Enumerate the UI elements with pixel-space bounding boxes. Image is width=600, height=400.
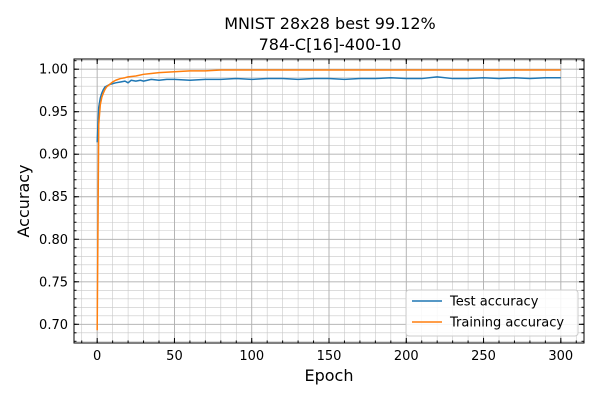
training-accuracy-line [96, 69, 561, 331]
major-grid [74, 59, 584, 343]
x-tick-label: 300 [548, 349, 573, 364]
x-tick-label: 200 [394, 349, 419, 364]
y-tick-label: 1.00 [39, 63, 68, 78]
legend-box [405, 289, 579, 337]
y-tick-label: 0.90 [39, 148, 68, 163]
chart-title: MNIST 28x28 best 99.12% [224, 14, 435, 33]
x-tick-label: 250 [471, 349, 496, 364]
y-tick-label: 0.85 [39, 190, 68, 205]
x-tick-label: 0 [93, 349, 101, 364]
y-axis-label: Accuracy [14, 164, 33, 237]
x-tick-label: 150 [317, 349, 342, 364]
y-tick-label: 0.70 [39, 318, 68, 333]
series-layer [96, 69, 561, 331]
tick-labels: 0 50 100 150 200 250 300 0.70 0.75 0.80 0.85 0.90 0.… [39, 63, 573, 364]
chart-subtitle: 784-C[16]-400-10 [259, 35, 402, 54]
x-tick-label: 100 [239, 349, 264, 364]
y-tick-label: 0.80 [39, 233, 68, 248]
plot-frame [73, 58, 585, 344]
legend-label-training: Training accuracy [449, 316, 564, 331]
y-tick-label: 0.75 [39, 275, 68, 290]
x-tick-label: 50 [166, 349, 183, 364]
legend-label-test: Test accuracy [449, 295, 539, 310]
x-axis-label: Epoch [305, 366, 354, 385]
y-tick-label: 0.95 [39, 105, 68, 120]
legend: Test accuracy Training accuracy [405, 289, 579, 337]
